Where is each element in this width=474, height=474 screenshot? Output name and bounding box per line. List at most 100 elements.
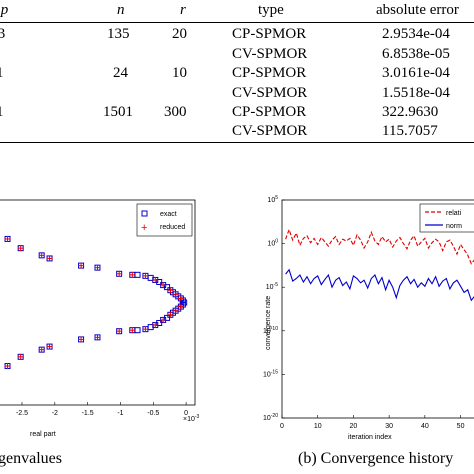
series-lines <box>285 227 474 302</box>
x-tick-label: -0.5 <box>147 410 159 417</box>
table-cell: 1.5518e-04 <box>382 85 450 101</box>
legend-label-relati: relati <box>446 210 462 217</box>
point-reduced <box>17 353 24 360</box>
legend-marker-reduced: + <box>141 222 147 234</box>
point-reduced <box>177 303 184 310</box>
point-reduced <box>152 322 159 329</box>
points <box>4 235 188 370</box>
point-reduced <box>78 336 85 343</box>
table-cell: CP-SPMOR <box>232 65 307 81</box>
caption-a: genvalues <box>0 450 62 467</box>
point-reduced <box>94 334 101 341</box>
point-exact <box>156 279 163 285</box>
legend-marker-exact <box>141 210 148 217</box>
x-tick-label: -1 <box>117 410 123 417</box>
table-cell: 115.7057 <box>382 123 438 139</box>
point-exact <box>156 320 163 326</box>
table-cell: 135 <box>107 26 130 42</box>
table-cell: 322.9630 <box>382 104 439 120</box>
point-reduced <box>46 343 53 350</box>
legend-label-norm: norm <box>446 223 462 230</box>
y-tick-label: 10-5 <box>266 282 278 291</box>
point-reduced <box>38 346 45 353</box>
y-axis-label: convergence rate <box>265 296 272 350</box>
point-reduced <box>167 311 174 318</box>
table-cell: 6.8538e-05 <box>382 46 450 62</box>
x-tick-label: 0 <box>280 423 284 430</box>
y-tick-label: 105 <box>267 195 278 204</box>
point-reduced <box>38 252 45 259</box>
point-reduced <box>129 327 136 334</box>
x-tick-label: 50 <box>457 423 465 430</box>
point-reduced <box>46 255 53 262</box>
x-tick-label: 10 <box>314 423 322 430</box>
table-cell: CP-SPMOR <box>232 26 307 42</box>
x-tick-label: 30 <box>385 423 393 430</box>
table-cell: 24 <box>113 65 128 81</box>
x-axis-label: iteration index <box>348 434 392 441</box>
series-line-relati <box>285 227 474 265</box>
table-cell: 2.9534e-04 <box>382 26 450 42</box>
point-exact <box>181 299 188 306</box>
table-cell: CP-SPMOR <box>232 104 307 120</box>
point-reduced <box>160 282 167 289</box>
table-cell: 1 <box>0 103 4 121</box>
legend-label-exact: exact <box>160 211 177 218</box>
point-reduced <box>4 235 11 242</box>
convergence-chart: relati norm 0 10 20 30 40 50 105 100 10-5 10-10 10… <box>263 195 474 441</box>
table-cell: 1 <box>0 64 4 82</box>
table-cell: 1501 <box>103 104 133 120</box>
table-bottom-rule <box>0 142 474 143</box>
table-rule <box>0 22 474 23</box>
point-reduced <box>167 287 174 294</box>
point-reduced <box>94 264 101 271</box>
x-tick-label: -1.5 <box>82 410 94 417</box>
y-tick-label: 10-10 <box>263 326 278 335</box>
point-reduced <box>116 270 123 277</box>
eigenvalue-scatter-chart: exact + reduced -2.5 -2 -1.5 -1 -0.5 0 ×10-3 … <box>0 199 200 438</box>
table-cell: CV-SPMOR <box>232 46 308 62</box>
axis-ticks: 0 10 20 30 40 50 105 100 10-5 10-10 10-15 10-20 <box>263 195 465 430</box>
table-cell: 20 <box>172 26 187 42</box>
y-tick-label: 10-20 <box>263 413 278 422</box>
point-reduced <box>142 326 149 333</box>
legend: exact + reduced <box>136 203 193 237</box>
point-reduced <box>160 316 167 323</box>
caption-b: (b) Convergence history <box>298 450 454 467</box>
point-reduced <box>116 328 123 335</box>
plot-frame <box>281 199 474 419</box>
table-cell: ,3 <box>0 26 6 42</box>
point-reduced <box>17 245 24 252</box>
x-tick-label: 40 <box>421 423 429 430</box>
legend-label-reduced: reduced <box>160 224 185 231</box>
y-tick-label: 10-15 <box>263 369 278 378</box>
table-cell: 300 <box>164 104 187 120</box>
header-r: r <box>180 2 186 18</box>
x-exponent: ×10-3 <box>183 414 200 423</box>
legend: relati norm <box>419 203 474 233</box>
y-tick-label: 100 <box>267 239 278 248</box>
point-reduced <box>152 276 159 283</box>
point-reduced <box>129 271 136 278</box>
point-exact <box>164 284 171 291</box>
header-param: ,p <box>0 2 9 18</box>
point-reduced <box>4 363 11 370</box>
series-line-norm <box>285 268 474 302</box>
header-type: type <box>258 2 284 18</box>
point-reduced <box>177 295 184 302</box>
x-ticks: -2.5 -2 -1.5 -1 -0.5 0 <box>16 402 188 417</box>
table-cell: CV-SPMOR <box>232 123 308 139</box>
x-tick-label: -2 <box>52 410 58 417</box>
point-reduced <box>78 262 85 269</box>
x-axis-label: real part <box>30 431 56 438</box>
header-error: absolute error <box>376 2 459 18</box>
point-exact <box>164 314 171 321</box>
point-reduced <box>142 272 149 279</box>
table-cell: 10 <box>172 65 187 81</box>
table-cell: CV-SPMOR <box>232 85 308 101</box>
x-tick-label: 20 <box>350 423 358 430</box>
x-tick-label: -2.5 <box>16 410 28 417</box>
table-cell: 3.0161e-04 <box>382 65 450 81</box>
header-n: n <box>117 2 125 18</box>
point-reduced <box>172 291 179 298</box>
